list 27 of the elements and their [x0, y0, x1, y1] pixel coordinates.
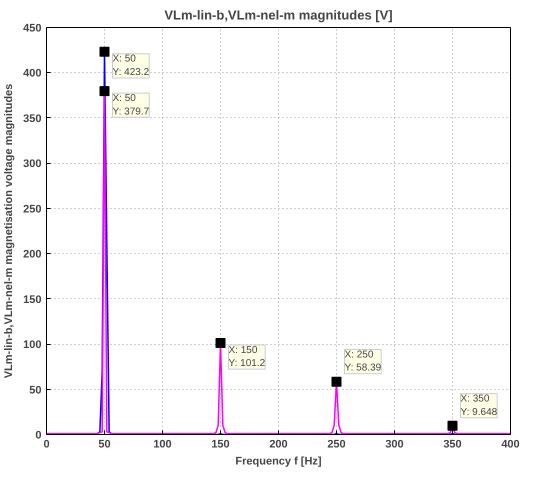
x-axis-title: Frequency f [Hz] [235, 456, 322, 468]
x-tick-label: 250 [327, 438, 346, 450]
y-tick-label: 300 [23, 158, 42, 170]
y-tick-label: 450 [23, 22, 42, 34]
x-tick-label: 350 [443, 438, 462, 450]
x-tick-label: 50 [98, 438, 111, 450]
y-tick-label: 200 [23, 248, 42, 261]
x-tick-label: 0 [43, 438, 50, 450]
y-tick-label: 50 [29, 384, 42, 396]
annotation: X: 350 Y: 9.648 [460, 394, 498, 418]
annotation: X: 150 Y: 101.2 [228, 344, 266, 370]
annotation: X: 50 Y: 379.7 [112, 93, 150, 118]
x-tick-label: 150 [211, 438, 230, 450]
chart-title: VLm-lin-b,VLm-nel-m magnitudes [V] [164, 8, 393, 22]
y-tick-label: 400 [23, 68, 42, 80]
y-tick-label: 350 [23, 112, 42, 125]
annotation: X: 50 Y: 423.2 [112, 54, 150, 78]
y-axis-title: VLm-lin-b,VLm-nel-m magnetisation voltage magnitudes [3, 84, 16, 378]
x-tick-label: 100 [153, 438, 172, 450]
y-tick-label: 100 [23, 339, 42, 352]
x-tick-label: 200 [269, 438, 288, 450]
x-tick-label: 400 [501, 438, 520, 450]
y-tick-label: 150 [23, 294, 42, 306]
x-tick-label: 300 [385, 438, 404, 450]
annotation: X: 250 Y: 58.39 [344, 349, 382, 374]
y-tick-label: 250 [23, 203, 42, 216]
y-tick-label: 0 [35, 430, 42, 442]
